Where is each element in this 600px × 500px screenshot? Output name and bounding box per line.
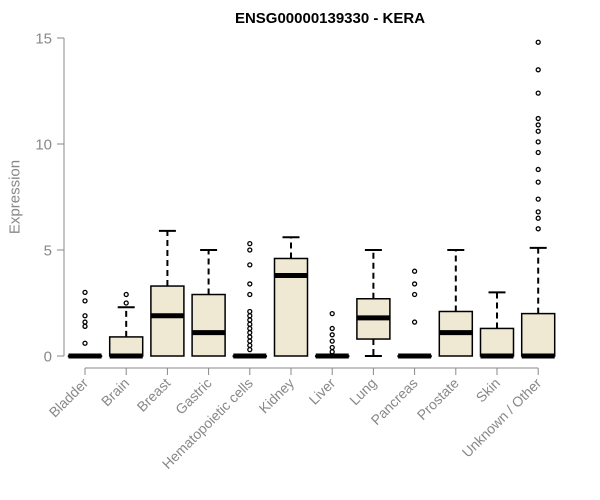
outlier-point bbox=[247, 334, 253, 340]
box-gastric bbox=[191, 249, 226, 357]
box-body bbox=[150, 285, 185, 357]
outlier-point bbox=[82, 319, 88, 325]
x-tick-label: Prostate bbox=[414, 375, 462, 423]
outlier-point bbox=[82, 298, 88, 304]
outlier-point bbox=[247, 247, 253, 253]
y-tick-label: 5 bbox=[44, 242, 52, 259]
outlier-point bbox=[247, 291, 253, 298]
box-prostate bbox=[438, 249, 474, 357]
box-body bbox=[520, 312, 556, 357]
outlier-point bbox=[535, 67, 541, 73]
outlier-point bbox=[535, 128, 541, 134]
outlier-point bbox=[247, 317, 253, 323]
y-tick-label: 10 bbox=[35, 136, 52, 153]
outlier-point bbox=[411, 268, 418, 274]
outlier-point bbox=[247, 342, 253, 349]
outlier-point bbox=[247, 308, 253, 315]
box-unknown-other bbox=[520, 39, 556, 359]
x-tick-label: Brain bbox=[98, 375, 132, 409]
box-bladder bbox=[67, 289, 103, 359]
y-tick-label: 0 bbox=[44, 348, 52, 365]
outlier-point bbox=[535, 209, 541, 215]
outlier-point bbox=[82, 313, 88, 319]
outlier-point bbox=[535, 39, 541, 45]
outlier-point bbox=[247, 338, 253, 344]
x-tick-label: Lung bbox=[346, 375, 379, 408]
outlier-point bbox=[535, 179, 541, 185]
outlier-point bbox=[535, 115, 541, 122]
outlier-point bbox=[329, 349, 335, 355]
outlier-point bbox=[535, 149, 541, 156]
outlier-point bbox=[411, 319, 418, 325]
outlier-point bbox=[535, 226, 541, 232]
box-pancreas bbox=[397, 268, 432, 359]
outlier-point bbox=[247, 346, 253, 353]
y-axis: 0 5 10 15 bbox=[35, 30, 65, 365]
outlier-point bbox=[535, 196, 541, 202]
outlier-point bbox=[535, 90, 541, 96]
outlier-point bbox=[247, 240, 253, 247]
outlier-point bbox=[535, 139, 541, 145]
box-skin bbox=[479, 291, 515, 359]
y-tick-label: 15 bbox=[35, 30, 52, 47]
outlier-point bbox=[535, 166, 541, 173]
box-hematopoietic-cells bbox=[232, 240, 268, 359]
outlier-point bbox=[329, 332, 335, 338]
outlier-point bbox=[247, 325, 253, 332]
outlier-point bbox=[123, 300, 129, 306]
chart-title: ENSG00000139330 - KERA bbox=[235, 10, 425, 27]
box-lung bbox=[356, 249, 391, 357]
x-tick-label: Bladder bbox=[46, 375, 92, 421]
x-tick-label: Kidney bbox=[256, 375, 298, 417]
box-liver bbox=[314, 310, 350, 359]
outlier-point bbox=[411, 281, 418, 287]
outlier-point bbox=[247, 330, 253, 336]
outlier-point bbox=[535, 215, 541, 221]
outlier-point bbox=[329, 310, 335, 317]
box-group bbox=[67, 39, 556, 359]
outlier-point bbox=[329, 338, 335, 344]
outlier-point bbox=[82, 340, 88, 346]
box-kidney bbox=[273, 236, 309, 357]
x-tick-label: Liver bbox=[306, 375, 339, 408]
outlier-point bbox=[123, 291, 129, 298]
outlier-point bbox=[247, 262, 253, 268]
outlier-point bbox=[329, 344, 335, 351]
outlier-point bbox=[247, 281, 253, 287]
outlier-point bbox=[535, 122, 541, 128]
box-body bbox=[479, 327, 515, 357]
outlier-point bbox=[82, 289, 88, 296]
x-tick-label: Skin bbox=[473, 375, 504, 406]
outlier-point bbox=[82, 323, 88, 329]
y-axis-label: Expression bbox=[6, 160, 23, 234]
box-body bbox=[191, 293, 226, 357]
outlier-point bbox=[247, 321, 253, 327]
outlier-point bbox=[247, 313, 253, 319]
outlier-point bbox=[411, 291, 418, 298]
box-brain bbox=[108, 291, 144, 359]
box-breast bbox=[150, 229, 185, 357]
outlier-point bbox=[329, 325, 335, 332]
x-tick-label: Breast bbox=[134, 375, 174, 415]
box-body bbox=[108, 336, 144, 357]
